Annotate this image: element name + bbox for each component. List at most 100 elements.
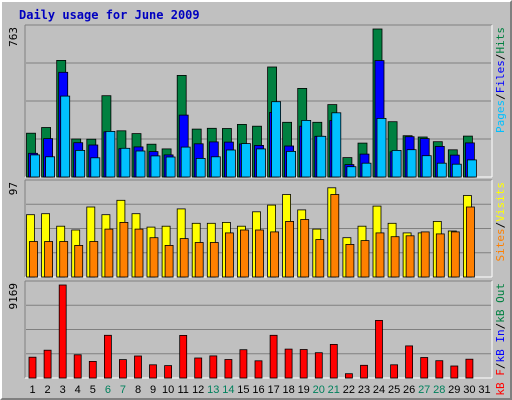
bar-sites-day-8 — [134, 228, 144, 278]
bar-pages-day-7 — [120, 147, 131, 178]
legend-entry: / — [494, 222, 507, 229]
bar-pages-day-2 — [45, 156, 55, 178]
legend-entry: Files — [494, 60, 507, 93]
day-label-19: 19 — [298, 384, 310, 396]
bar-sites-day-20 — [315, 239, 325, 278]
bar-kb-f-day-8 — [134, 355, 142, 379]
bar-pages-day-30 — [466, 159, 477, 178]
bar-sites-day-2 — [44, 241, 53, 278]
bar-pages-day-13 — [210, 156, 221, 178]
bar-sites-day-11 — [179, 238, 189, 278]
legend-entry: / — [494, 323, 507, 330]
bar-pages-day-11 — [180, 146, 191, 178]
bar-sites-day-26 — [405, 235, 415, 278]
day-label-5: 5 — [90, 384, 96, 396]
bar-pages-day-24 — [376, 118, 387, 178]
bar-kb-f-day-2 — [43, 349, 52, 379]
bar-pages-day-4 — [75, 149, 86, 178]
day-label-23: 23 — [358, 384, 370, 396]
bar-kb-f-day-1 — [28, 356, 37, 379]
bar-kb-f-day-28 — [435, 360, 444, 379]
bar-kb-f-day-30 — [465, 358, 474, 379]
day-label-22: 22 — [343, 384, 355, 396]
bar-kb-f-day-11 — [179, 334, 188, 379]
legend-entry: Visits — [494, 182, 507, 222]
bar-kb-f-day-23 — [360, 364, 368, 379]
bar-pages-day-22 — [346, 166, 357, 178]
bar-sites-day-10 — [164, 244, 174, 278]
bar-sites-day-16 — [255, 229, 264, 278]
bar-pages-day-5 — [90, 157, 101, 178]
day-label-2: 2 — [45, 384, 51, 396]
day-label-25: 25 — [388, 384, 400, 396]
panel-hits_files_pages-ymax-label: 763 — [7, 27, 20, 47]
day-label-26: 26 — [403, 384, 415, 396]
day-label-27: 27 — [418, 384, 430, 396]
panel-kbytes-legend: kB F/kB In/kB Out — [494, 283, 507, 396]
bar-pages-day-8 — [135, 150, 146, 178]
bar-kb-f-day-13 — [209, 355, 218, 379]
bar-kb-f-day-14 — [224, 359, 233, 379]
bar-kb-f-day-22 — [344, 373, 353, 379]
bar-kb-f-day-17 — [269, 334, 278, 379]
bar-sites-day-15 — [239, 229, 249, 278]
legend-entry: Sites — [494, 228, 507, 261]
bar-pages-day-26 — [406, 149, 417, 178]
bar-sites-day-5 — [89, 241, 99, 278]
bar-kb-f-day-12 — [194, 357, 203, 379]
bar-pages-day-12 — [195, 157, 206, 178]
bar-pages-day-20 — [316, 135, 327, 178]
panel-hits_files_pages-legend: Pages/Files/Hits — [494, 27, 507, 133]
day-label-14: 14 — [222, 384, 234, 396]
bar-sites-day-1 — [29, 241, 38, 278]
day-label-29: 29 — [448, 384, 460, 396]
bar-sites-day-9 — [149, 237, 159, 278]
day-label-4: 4 — [75, 384, 81, 396]
day-label-24: 24 — [373, 384, 385, 396]
day-label-18: 18 — [282, 384, 294, 396]
bar-sites-day-12 — [194, 242, 204, 278]
bar-kb-f-day-19 — [299, 349, 308, 379]
bar-pages-day-25 — [391, 149, 402, 178]
bar-sites-day-14 — [224, 232, 234, 278]
bar-sites-day-23 — [360, 240, 370, 278]
bar-sites-day-30 — [465, 206, 475, 278]
bar-pages-day-19 — [301, 120, 312, 178]
chart-title: Daily usage for June 2009 — [19, 8, 200, 22]
bar-sites-day-21 — [330, 194, 340, 278]
day-label-6: 6 — [105, 384, 111, 396]
legend-entry: Pages — [494, 100, 507, 133]
legend-entry: / — [494, 54, 507, 61]
day-label-10: 10 — [162, 384, 174, 396]
bar-sites-day-27 — [420, 231, 430, 278]
day-label-17: 17 — [267, 384, 279, 396]
day-label-3: 3 — [60, 384, 66, 396]
bar-kb-f-day-3 — [58, 284, 67, 379]
bar-sites-day-28 — [435, 233, 445, 278]
bar-pages-day-3 — [60, 95, 71, 178]
bar-pages-day-18 — [286, 150, 297, 178]
bar-kb-f-day-10 — [164, 365, 173, 379]
bar-pages-day-21 — [331, 112, 342, 178]
bar-sites-day-24 — [375, 232, 385, 278]
panel-visits_sites-ymax-label: 97 — [7, 182, 20, 195]
bar-pages-day-14 — [225, 149, 236, 178]
day-label-11: 11 — [177, 384, 188, 396]
bar-sites-day-17 — [270, 231, 280, 278]
bar-pages-day-9 — [150, 155, 161, 178]
bar-kb-f-day-20 — [314, 352, 323, 379]
bar-pages-day-28 — [436, 162, 447, 178]
panel-kbytes-ymax-label: 9169 — [7, 283, 20, 310]
bar-kb-f-day-15 — [239, 349, 248, 379]
bar-pages-day-29 — [451, 163, 462, 178]
bar-pages-day-6 — [105, 130, 116, 178]
bar-pages-day-15 — [240, 143, 251, 178]
bar-sites-day-18 — [285, 220, 295, 278]
bar-kb-f-day-16 — [254, 360, 263, 379]
bar-kb-f-day-21 — [329, 343, 338, 379]
bar-sites-day-3 — [59, 241, 69, 278]
bar-kb-f-day-9 — [149, 364, 157, 379]
legend-entry: Hits — [494, 27, 507, 54]
day-label-16: 16 — [252, 384, 264, 396]
